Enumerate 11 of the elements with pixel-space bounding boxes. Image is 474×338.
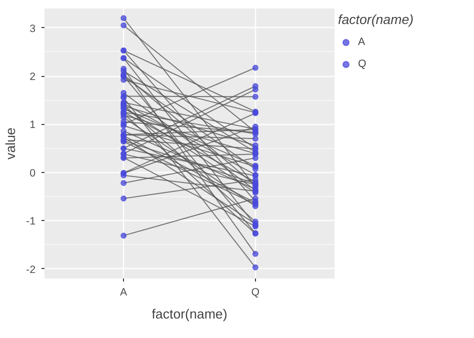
legend-label: A bbox=[358, 35, 366, 49]
y-tick-label: 0 bbox=[30, 167, 36, 180]
y-tick-label: 2 bbox=[30, 71, 36, 83]
legend-title: factor(name) bbox=[152, 306, 228, 322]
y-axis-title: value bbox=[3, 128, 18, 160]
y-tick-label: 3 bbox=[30, 22, 36, 35]
y-tick-label: -2 bbox=[26, 264, 36, 276]
y-tick-label: 1 bbox=[30, 119, 36, 132]
legend-label: Q bbox=[358, 57, 368, 71]
y-tick-label: -1 bbox=[26, 216, 36, 228]
x-axis-title: factor(name) bbox=[338, 12, 414, 27]
